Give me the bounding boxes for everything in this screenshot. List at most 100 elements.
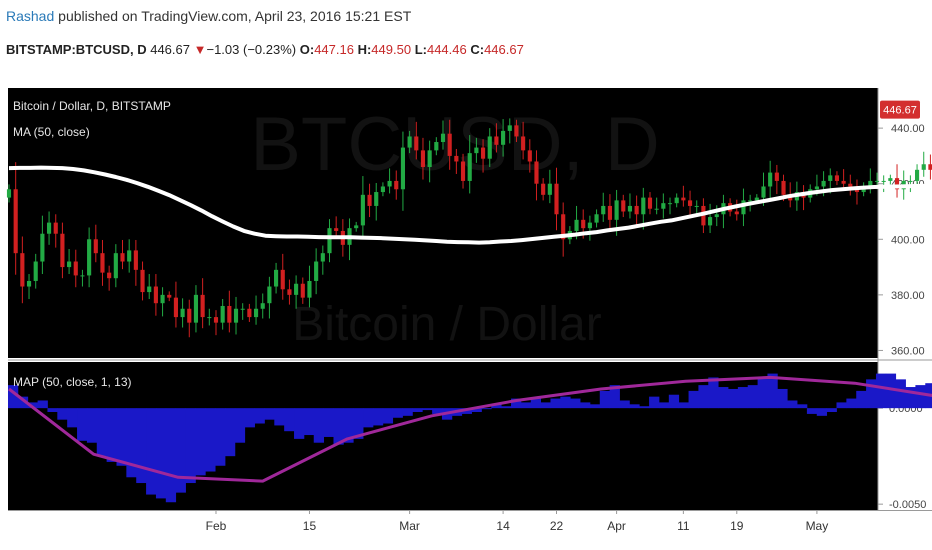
histogram-bar — [688, 390, 699, 409]
histogram-bar — [215, 408, 226, 466]
candle — [674, 193, 679, 208]
last-price: 446.67 — [150, 42, 190, 57]
candle — [474, 137, 479, 163]
histogram-bar — [609, 385, 620, 409]
candle — [160, 287, 165, 317]
candle — [334, 216, 339, 238]
candle — [13, 162, 18, 275]
candle — [627, 193, 633, 219]
main-legend[interactable]: Bitcoin / Dollar, D, BITSTAMP — [13, 99, 171, 113]
candle — [514, 119, 519, 143]
histogram-bar — [570, 398, 581, 409]
histogram-bar — [540, 402, 551, 409]
histogram-bar — [47, 408, 58, 412]
histogram-bar — [737, 387, 749, 409]
candle — [327, 219, 332, 263]
low-label: L: — [414, 42, 427, 57]
histogram-bar — [57, 408, 68, 420]
author-link[interactable]: Rashad — [6, 8, 55, 24]
histogram-bar — [491, 404, 502, 409]
price-tick-label: 380.00 — [891, 290, 925, 302]
candle — [227, 290, 232, 333]
histogram-bar — [432, 408, 443, 414]
candle — [554, 167, 559, 231]
candle — [247, 303, 252, 322]
candle — [434, 137, 439, 156]
histogram-bar — [639, 406, 650, 409]
map-legend[interactable]: MAP (50, close, 1, 13) — [13, 375, 132, 389]
candle — [60, 222, 65, 279]
candle — [774, 164, 779, 195]
candle — [294, 275, 299, 309]
histogram-bar — [185, 408, 196, 484]
open-label: O: — [299, 42, 315, 57]
candle — [187, 299, 192, 338]
histogram-bar — [619, 400, 630, 409]
histogram-bar — [856, 390, 867, 409]
close-value: 446.67 — [484, 42, 524, 57]
histogram-bar — [205, 408, 216, 472]
candle — [193, 285, 199, 333]
histogram-bar — [826, 408, 837, 412]
candle — [768, 160, 773, 199]
histogram-bar — [116, 408, 127, 466]
histogram-bar — [372, 408, 384, 426]
candle — [687, 190, 693, 216]
candle — [928, 154, 932, 180]
candle — [734, 199, 739, 221]
time-tick-label: Apr — [607, 519, 626, 533]
candle — [253, 295, 259, 325]
candle — [387, 168, 392, 194]
histogram-bar — [343, 408, 354, 443]
histogram-bar — [806, 408, 818, 414]
candle — [521, 121, 526, 160]
candle — [300, 277, 305, 304]
time-tick-label: Mar — [399, 519, 420, 533]
candle — [454, 148, 459, 174]
candle — [113, 244, 118, 288]
histogram-bar — [629, 404, 640, 409]
histogram-bar — [234, 408, 246, 443]
candle — [527, 139, 532, 173]
candle — [634, 195, 639, 225]
publish-info: Rashad published on TradingView.com, Apr… — [6, 8, 411, 24]
candle — [73, 249, 78, 288]
map-line — [8, 375, 932, 483]
candle — [127, 239, 132, 273]
histogram-bar — [422, 408, 433, 411]
histogram-bar — [136, 408, 147, 484]
indicator-tick-label: -0.0050 — [889, 499, 926, 511]
histogram-bar — [866, 379, 877, 409]
candle — [287, 279, 292, 305]
candle — [480, 139, 486, 173]
histogram-bar — [313, 408, 325, 443]
histogram-bar — [17, 396, 29, 409]
histogram-bar — [363, 408, 374, 428]
histogram-bar — [412, 408, 423, 412]
close-label: C: — [470, 42, 485, 57]
histogram-bar — [8, 385, 19, 409]
ma-legend[interactable]: MA (50, close) — [13, 125, 90, 139]
candle — [888, 174, 893, 185]
histogram-bar — [501, 406, 512, 409]
histogram-bar — [126, 408, 137, 478]
histogram-bar — [915, 385, 926, 409]
last-price-tag-label: 446.67 — [883, 105, 917, 117]
histogram-bar — [155, 408, 167, 499]
histogram-bar — [303, 408, 315, 436]
candle — [80, 269, 85, 287]
histogram-bar — [323, 408, 334, 437]
candle — [213, 310, 219, 336]
symbol-label: BITSTAMP:BTCUSD, D — [6, 42, 147, 57]
time-tick-label: 11 — [677, 519, 690, 533]
histogram-bar — [767, 373, 778, 409]
histogram-bar — [560, 396, 571, 409]
watermark-name: Bitcoin / Dollar — [292, 298, 601, 351]
histogram-bar — [836, 402, 847, 409]
candle — [647, 192, 653, 215]
candle — [427, 140, 432, 183]
candle — [173, 281, 178, 328]
open-value: 447.16 — [314, 42, 354, 57]
chart[interactable]: BTCUSD, D Bitcoin / Dollar 440.00420.004… — [0, 88, 932, 540]
